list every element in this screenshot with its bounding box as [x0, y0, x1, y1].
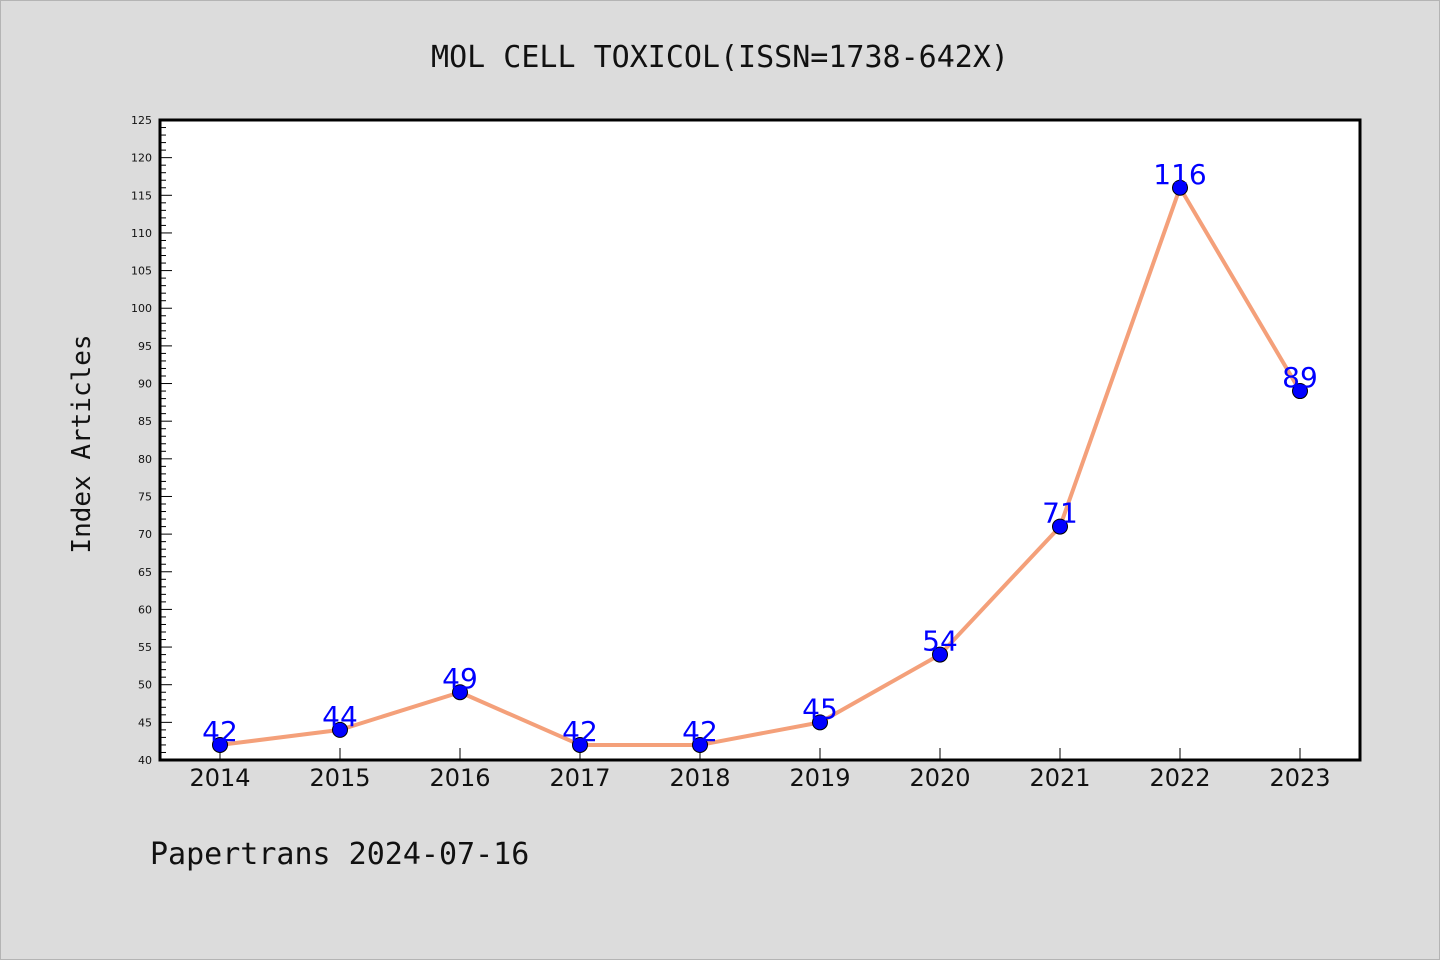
x-tick-label: 2014	[189, 764, 250, 792]
data-markers	[212, 179, 1308, 753]
data-label: 45	[802, 692, 838, 725]
data-labels: 42 44 49 42 42 45 54 71 116 89	[202, 158, 1318, 748]
series-line	[218, 185, 1302, 747]
data-point	[332, 721, 348, 738]
data-point	[572, 736, 588, 753]
y-axis-label: Index Articles	[67, 334, 97, 553]
data-label: 42	[202, 715, 238, 748]
x-tick-label: 2023	[1269, 764, 1330, 792]
y-tick-label: 40	[138, 754, 152, 767]
data-label: 42	[682, 715, 718, 748]
y-tick-label: 120	[131, 152, 152, 165]
x-tick-label: 2022	[1149, 764, 1210, 792]
y-tick-label: 95	[138, 340, 152, 353]
y-tick-label: 125	[131, 114, 152, 127]
data-point	[452, 684, 468, 701]
y-tick-label: 85	[138, 415, 152, 428]
data-label: 49	[442, 662, 478, 695]
y-tick-label: 110	[131, 227, 152, 240]
y-tick-label: 45	[138, 716, 152, 729]
y-tick-label: 60	[138, 603, 152, 616]
footer-watermark: Papertrans 2024-07-16	[150, 837, 529, 872]
data-point	[812, 714, 828, 731]
data-point	[692, 736, 708, 753]
chart-title: MOL CELL TOXICOL(ISSN=1738-642X)	[431, 40, 1009, 75]
data-point	[932, 646, 948, 663]
x-axis-ticks: 2014 2015 2016 2017 2018 2019 2020 2021 2022 2023	[189, 748, 1331, 792]
y-tick-label: 100	[131, 302, 152, 315]
data-point	[212, 736, 228, 753]
x-tick-label: 2019	[789, 764, 850, 792]
x-tick-label: 2015	[309, 764, 370, 792]
data-label: 116	[1153, 158, 1206, 191]
data-label: 42	[562, 715, 598, 748]
data-point	[1052, 518, 1068, 535]
y-axis-ticks: 40 45 50 55 60 65 70 75 80 85 90 95 100 105 110 115 120 1…	[131, 114, 172, 767]
data-label: 71	[1042, 497, 1078, 530]
series-line-group	[218, 185, 1302, 747]
y-tick-label: 115	[131, 189, 152, 202]
y-tick-label: 65	[138, 566, 152, 579]
data-label: 44	[322, 700, 358, 733]
data-point	[1172, 179, 1188, 196]
y-tick-label: 75	[138, 490, 152, 503]
y-tick-label: 55	[138, 641, 152, 654]
y-tick-label: 80	[138, 453, 152, 466]
y-tick-label: 70	[138, 528, 152, 541]
y-tick-label: 90	[138, 378, 152, 391]
x-tick-label: 2021	[1029, 764, 1090, 792]
x-tick-label: 2016	[429, 764, 490, 792]
y-tick-label: 105	[131, 265, 152, 278]
y-tick-label: 50	[138, 679, 152, 692]
data-label: 54	[922, 625, 958, 658]
x-tick-label: 2017	[549, 764, 610, 792]
x-tick-label: 2018	[669, 764, 730, 792]
x-tick-label: 2020	[909, 764, 970, 792]
data-point	[1292, 383, 1308, 400]
data-label: 89	[1282, 361, 1318, 394]
plot-area	[158, 118, 1362, 762]
